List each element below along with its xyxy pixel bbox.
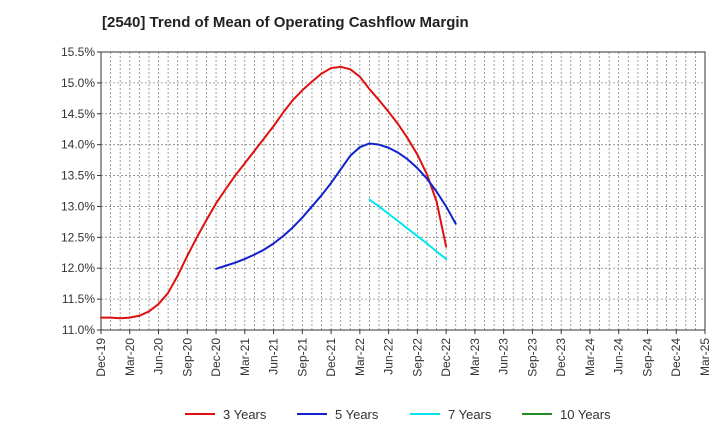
legend-label-10-years: 10 Years (560, 407, 611, 422)
series-line-7-years (368, 198, 448, 260)
x-tick-label: Sep-22 (410, 338, 424, 377)
x-tick-label: Dec-20 (209, 338, 223, 377)
y-tick-label: 12.5% (61, 230, 95, 244)
x-tick-label: Sep-23 (525, 338, 539, 377)
x-tick-label: Dec-22 (439, 338, 453, 377)
x-tick-label: Jun-23 (497, 338, 511, 375)
x-tick-label: Dec-21 (324, 338, 338, 377)
x-tick-label: Mar-20 (123, 338, 137, 376)
legend-label-7-years: 7 Years (448, 407, 492, 422)
x-tick-label: Dec-23 (554, 338, 568, 377)
y-tick-label: 11.0% (62, 323, 95, 337)
x-tick-label: Jun-22 (382, 338, 396, 375)
x-tick-label: Dec-19 (94, 338, 108, 377)
x-tick-label: Sep-20 (180, 338, 194, 377)
x-tick-label: Mar-22 (353, 338, 367, 376)
y-tick-label: 12.0% (61, 261, 95, 275)
x-tick-label: Dec-24 (669, 338, 683, 377)
y-tick-label: 15.5% (61, 45, 95, 59)
legend-label-3-years: 3 Years (223, 407, 267, 422)
x-tick-label: Sep-21 (295, 338, 309, 377)
y-tick-label: 15.0% (61, 76, 95, 90)
y-tick-label: 13.5% (61, 169, 95, 183)
series-line-3-years (100, 65, 448, 320)
x-tick-label: Jun-24 (612, 338, 626, 375)
x-axis: Dec-19 Mar-20 Jun-20 Sep-20 Dec-20 Mar-21 Jun-… (94, 330, 712, 377)
y-tick-label: 13.0% (61, 199, 95, 213)
y-tick-label: 11.5% (62, 292, 95, 306)
x-tick-label: Sep-24 (640, 338, 654, 377)
series-lines (100, 65, 457, 320)
x-tick-label: Mar-24 (583, 338, 597, 376)
x-tick-label: Mar-23 (468, 338, 482, 376)
series-line-5-years (215, 142, 457, 270)
x-tick-label: Jun-20 (152, 338, 166, 375)
grid (100, 51, 706, 331)
x-tick-label: Mar-21 (238, 338, 252, 376)
y-tick-label: 14.0% (61, 138, 95, 152)
legend: 3 Years 5 Years 7 Years 10 Years (185, 407, 611, 422)
x-tick-label: Mar-25 (698, 338, 712, 376)
chart-title: [2540] Trend of Mean of Operating Cashfl… (102, 14, 469, 31)
y-tick-label: 14.5% (61, 107, 95, 121)
x-tick-label: Jun-21 (267, 338, 281, 375)
plot-area (100, 51, 706, 331)
y-axis: 11.0% 11.5% 12.0% 12.5% 13.0% 13.5% 14.0% 14.5%… (61, 45, 101, 337)
legend-label-5-years: 5 Years (335, 407, 379, 422)
